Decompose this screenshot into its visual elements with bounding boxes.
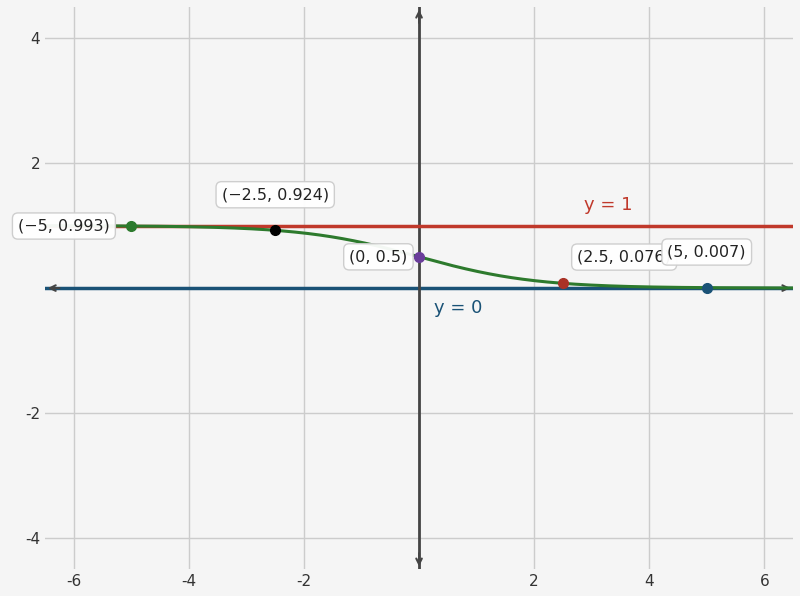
Text: (−5, 0.993): (−5, 0.993) (18, 219, 110, 234)
Text: (5, 0.007): (5, 0.007) (667, 244, 746, 259)
Text: (0, 0.5): (0, 0.5) (350, 249, 407, 265)
Text: (−2.5, 0.924): (−2.5, 0.924) (222, 187, 329, 202)
Text: y = 1: y = 1 (584, 196, 632, 215)
Text: y = 0: y = 0 (434, 299, 482, 317)
Text: (2.5, 0.076): (2.5, 0.076) (578, 250, 671, 265)
